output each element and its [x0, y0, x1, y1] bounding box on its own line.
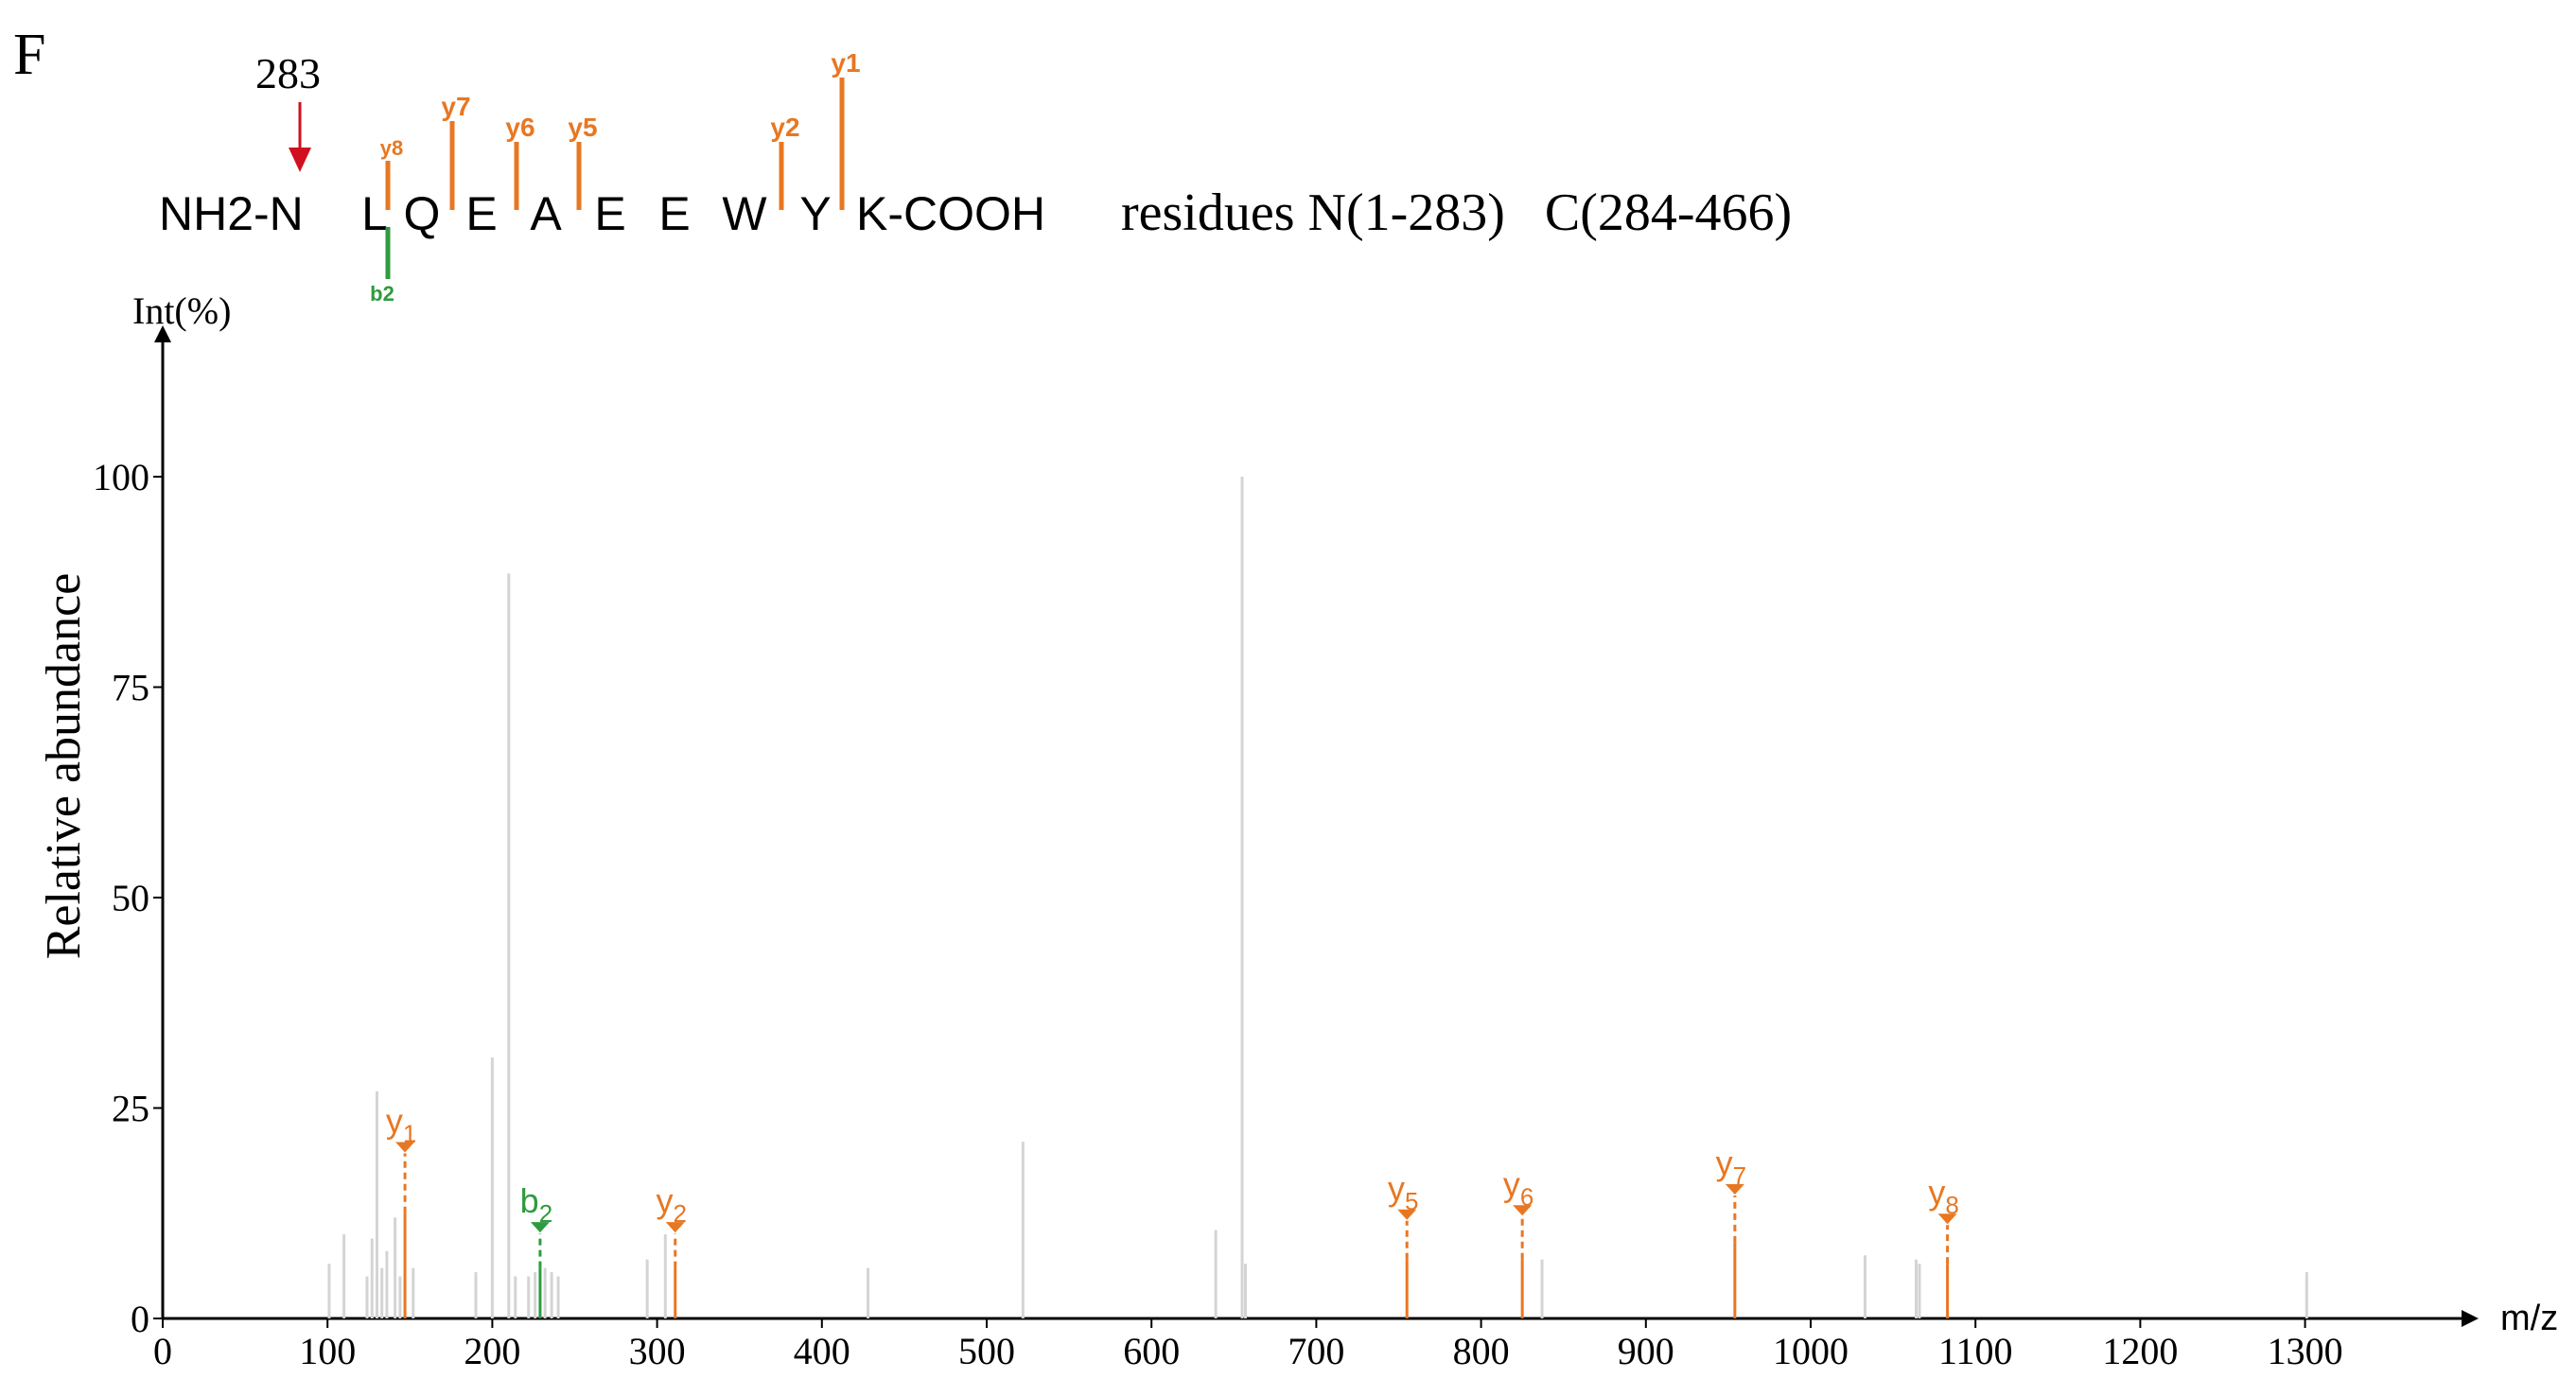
spectrum-peaks — [327, 477, 2308, 1318]
ion-label: b2 — [520, 1181, 553, 1228]
x-tick-label: 900 — [1618, 1330, 1674, 1372]
y-tick-label: 50 — [112, 877, 149, 919]
y-tick-label: 75 — [112, 667, 149, 709]
residue-letter: L — [361, 187, 388, 240]
panel-label: F — [13, 23, 45, 87]
ion-marker-icon — [665, 1222, 685, 1233]
residue-letter: A — [530, 187, 562, 240]
cleavage-arrow-icon — [289, 102, 311, 172]
residue-letter: Y — [799, 187, 831, 240]
x-tick-label: 1300 — [2268, 1330, 2343, 1372]
y-fragment-label: y6 — [505, 113, 534, 142]
y-fragment-label: y1 — [831, 48, 860, 78]
y-axis-label: Relative abundance — [37, 573, 91, 960]
x-tick-label: 500 — [958, 1330, 1015, 1372]
x-tick-label: 600 — [1123, 1330, 1180, 1372]
x-tick-label: 100 — [299, 1330, 356, 1372]
y-axis-arrow-icon — [154, 325, 171, 342]
cleavage-site-number: 283 — [255, 49, 321, 97]
ion-marker-icon — [395, 1142, 415, 1153]
residue-letter: Q — [404, 187, 441, 240]
y-tick-label: 0 — [131, 1298, 149, 1340]
ion-marker-icon — [1513, 1205, 1533, 1216]
ion-marker-icon — [1725, 1184, 1744, 1196]
residue-letter: E — [594, 187, 625, 240]
x-axis-label: m/z — [2500, 1299, 2558, 1338]
chart-axes: Int(%) m/z Relative abundance 0 100 200 300… — [37, 289, 2558, 1372]
residues-range-note: residues N(1-283) C(284-466) — [1121, 183, 1792, 242]
residue-letter: E — [465, 187, 497, 240]
ion-label: y2 — [657, 1181, 687, 1228]
ion-label: y5 — [1388, 1169, 1418, 1215]
ion-marker-icon — [1397, 1209, 1417, 1220]
y-tick-label: 100 — [93, 456, 149, 498]
x-tick-label: 800 — [1453, 1330, 1510, 1372]
y-fragment-label: y7 — [441, 92, 470, 121]
peptide-suffix: K-COOH — [856, 187, 1045, 240]
ion-label: y8 — [1928, 1173, 1958, 1219]
residue-letter: W — [722, 187, 767, 240]
y-tick-label: 25 — [112, 1088, 149, 1130]
residue-letter: E — [658, 187, 690, 240]
x-axis-arrow-icon — [2462, 1310, 2479, 1327]
y-fragment-label: y8 — [380, 136, 403, 160]
ion-marker-icon — [530, 1222, 550, 1233]
x-tick-label: 700 — [1288, 1330, 1344, 1372]
x-tick-label: 300 — [629, 1330, 686, 1372]
x-tick-label: 400 — [794, 1330, 850, 1372]
y-fragment-label: y5 — [568, 113, 597, 142]
x-tick-label: 1200 — [2102, 1330, 2178, 1372]
ion-annotations: y1 b2 y2 y5 y6 y7 y8 — [386, 1102, 1959, 1268]
ion-label: y6 — [1503, 1164, 1533, 1211]
ion-label: y7 — [1716, 1143, 1746, 1190]
ion-marker-icon — [1937, 1213, 1957, 1225]
peptide-prefix: NH2-N — [159, 187, 304, 240]
x-tick-label: 1000 — [1773, 1330, 1849, 1372]
x-tick-label: 1100 — [1938, 1330, 2013, 1372]
b-fragment-label: b2 — [370, 282, 394, 305]
y-fragment-label: y2 — [770, 113, 799, 142]
x-tick-label: 200 — [464, 1330, 520, 1372]
ion-label: y1 — [386, 1102, 416, 1148]
y-axis-title: Int(%) — [132, 289, 231, 332]
x-tick-label: 0 — [153, 1330, 172, 1372]
